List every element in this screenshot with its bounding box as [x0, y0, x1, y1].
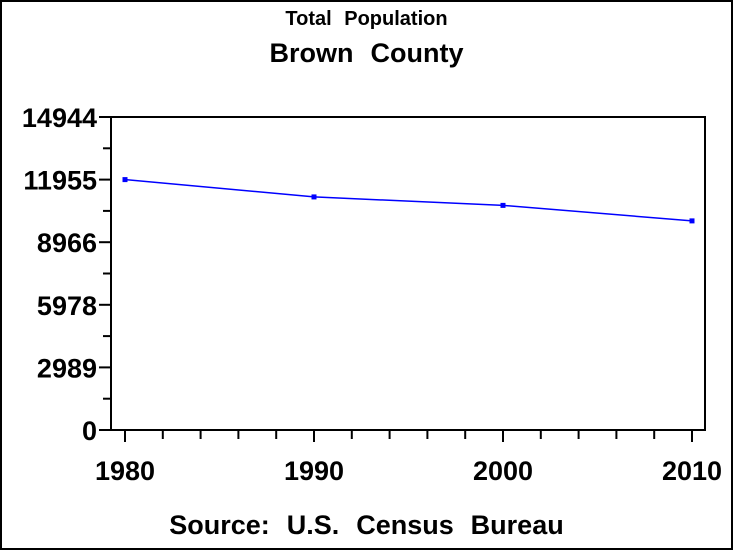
y-tick-label: 2989: [37, 353, 97, 383]
x-tick-label: 1980: [95, 456, 155, 486]
data-point-marker: [122, 177, 128, 183]
x-tick-label: 1990: [284, 456, 344, 486]
axis-frame: [110, 116, 706, 431]
y-tick-label: 11955: [23, 166, 97, 196]
y-tick-label: 8966: [37, 228, 97, 258]
x-tick-label: 2010: [662, 456, 722, 486]
y-tick-label: 0: [82, 416, 97, 446]
chart-title: Total Population: [285, 8, 448, 30]
y-tick-label: 14944: [22, 103, 97, 133]
chart-subtitle: Brown County: [269, 38, 464, 68]
data-point-marker: [689, 218, 695, 224]
data-point-marker: [500, 202, 506, 208]
source-note: Source: U.S. Census Bureau: [169, 510, 564, 540]
x-tick-label: 2000: [473, 456, 533, 486]
data-point-marker: [311, 194, 317, 200]
y-tick-label: 5978: [37, 291, 97, 321]
series-line: [124, 178, 693, 222]
